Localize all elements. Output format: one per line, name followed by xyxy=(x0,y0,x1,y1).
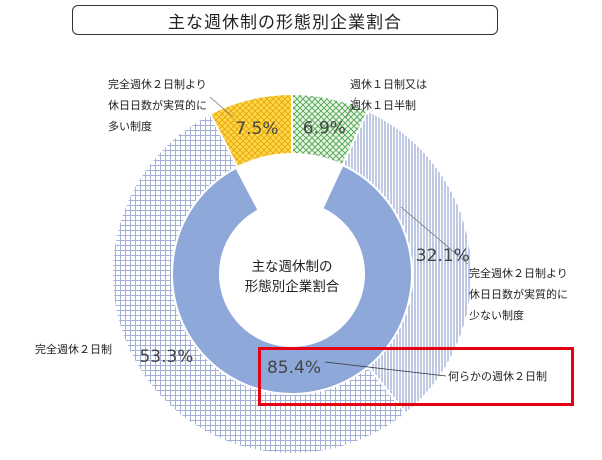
label-weekly-one-day: 週休１日制又は 週休１日半制 xyxy=(350,78,427,112)
outer-value-label-2: 53.3% xyxy=(139,347,193,367)
outer-slice-3 xyxy=(208,92,293,169)
label-full-two-day: 完全週休２日制 xyxy=(35,343,112,356)
outer-value-label-1: 32.1% xyxy=(416,246,470,266)
label-full-two-day-less: 完全週休２日制より 休日日数が実質的に 少ない制度 xyxy=(469,267,568,322)
label-full-two-day-more: 完全週休２日制より 休日日数が実質的に 多い制度 xyxy=(108,78,207,133)
inner-ring xyxy=(171,163,413,395)
highlight-box xyxy=(258,347,574,406)
value-labels: 6.9% 32.1% 53.3% 7.5% 85.4% xyxy=(139,119,469,378)
center-label: 主な週休制の 形態別企業割合 xyxy=(244,259,340,295)
outer-value-label-3: 7.5% xyxy=(235,119,278,139)
outer-value-label-0: 6.9% xyxy=(303,119,346,139)
chart-title: 主な週休制の形態別企業割合 xyxy=(72,5,498,35)
leader-lines xyxy=(209,96,469,377)
inner-value-label-0: 85.4% xyxy=(267,358,321,378)
inner-leader-line xyxy=(324,361,447,377)
inner-slice-0 xyxy=(171,163,413,395)
label-some-two-day: 何らかの週休２日制 xyxy=(448,370,547,383)
